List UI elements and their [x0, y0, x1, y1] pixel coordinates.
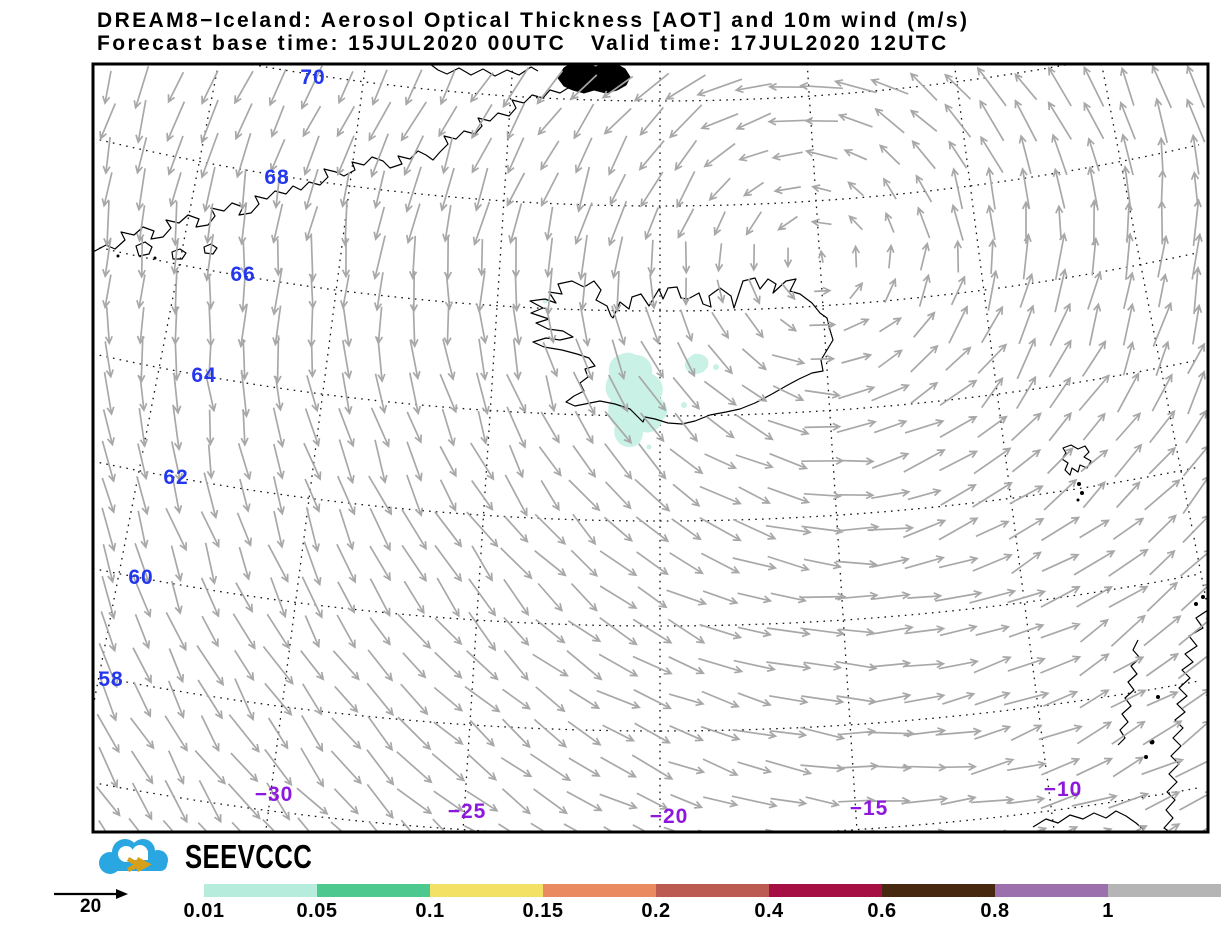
colorbar-segment — [204, 884, 317, 897]
latitude-label: 62 — [163, 466, 188, 489]
latitude-label: 58 — [98, 668, 123, 691]
colorbar-segment — [882, 884, 995, 897]
longitude-label: −10 — [1044, 778, 1083, 801]
land-fill — [557, 65, 631, 94]
colorbar-segment — [430, 884, 543, 897]
wind-vector-arrows — [95, 65, 1207, 831]
coastline — [529, 277, 834, 425]
colorbar-segment — [317, 884, 430, 897]
colorbar-segment — [769, 884, 882, 897]
latitude-label: 70 — [300, 66, 325, 89]
cloud-logo-icon — [99, 839, 168, 874]
coastline — [135, 241, 153, 257]
cloud-highlight — [121, 851, 148, 860]
wind-scale-arrowhead — [116, 889, 128, 899]
wind-scale-value: 20 — [80, 896, 102, 917]
islet — [1201, 595, 1205, 599]
geo-labels-layer: 70 68 66 64 62 60 58 −30 −25 −20 −15 −10 — [98, 66, 1083, 828]
colorbar-tick-label: 0.6 — [867, 900, 897, 922]
islet — [116, 254, 120, 258]
islet — [153, 256, 157, 260]
islet — [1076, 498, 1080, 502]
map-frame — [91, 62, 1210, 834]
wind-arrows-layer — [95, 65, 1207, 831]
colorbar-segment — [656, 884, 769, 897]
islet — [1080, 491, 1084, 495]
colorbar-tick-label: 0.05 — [296, 900, 338, 922]
chart-subtitle: Forecast base time: 15JUL2020 00UTC Vali… — [97, 32, 949, 55]
coastline — [431, 65, 539, 77]
legend: 20 0.01 0.05 0.1 0.15 0.2 0.4 0.6 0.8 1 — [0, 878, 1229, 930]
colorbar-tick-label: 0.1 — [415, 900, 445, 922]
aot-patch-dot — [681, 402, 687, 408]
longitude-label: −25 — [448, 800, 487, 823]
aot-patch-dot — [713, 364, 719, 370]
chart-title: DREAM8−Iceland: Aerosol Optical Thicknes… — [97, 9, 970, 32]
logo-chevron-icon — [135, 857, 152, 872]
aot-patch-dot — [631, 435, 637, 441]
aot-patch-dot — [646, 444, 652, 450]
graticule-layer — [94, 65, 1207, 831]
logo-chevron-icon — [126, 857, 143, 872]
coastline — [1061, 444, 1092, 476]
latitude-label: 60 — [128, 566, 153, 589]
colorbar-segment — [543, 884, 656, 897]
longitude-label: −15 — [850, 797, 889, 820]
colorbar-segment — [995, 884, 1108, 897]
colorbar-tick-label: 0.2 — [641, 900, 671, 922]
colorbar-tick-label: 1 — [1102, 900, 1114, 922]
coastline — [1163, 610, 1207, 831]
chart-header: DREAM8−Iceland: Aerosol Optical Thicknes… — [97, 9, 969, 55]
graticule-dotted-lines — [94, 65, 1207, 831]
colorbar-tick-label: 0.01 — [183, 900, 225, 922]
colorbar-segment — [1108, 884, 1221, 897]
coastline — [94, 84, 605, 252]
longitude-label: −30 — [255, 783, 294, 806]
coastline — [171, 248, 187, 260]
longitude-label: −20 — [650, 805, 689, 828]
islet — [1144, 755, 1148, 759]
coastline — [203, 243, 218, 255]
latitude-label: 66 — [230, 263, 255, 286]
latitude-label: 64 — [191, 364, 216, 387]
colorbar-tick-label: 0.15 — [522, 900, 564, 922]
islet — [1077, 482, 1081, 486]
latitude-label: 68 — [264, 166, 289, 189]
coastline-layer — [94, 65, 1207, 831]
coastline — [1032, 810, 1145, 831]
coastline — [1117, 639, 1141, 746]
logo-text: SEEVCCC — [185, 838, 313, 875]
aot-colorbar: 0.01 0.05 0.1 0.15 0.2 0.4 0.6 0.8 1 — [0, 878, 1229, 930]
colorbar-tick-label: 0.4 — [754, 900, 784, 922]
wind-scale-arrow-icon — [54, 889, 128, 899]
colorbar-tick-label: 0.8 — [980, 900, 1010, 922]
islet — [1156, 695, 1160, 699]
islet — [1194, 602, 1198, 606]
seevccc-logo: SEEVCCC — [95, 837, 348, 877]
